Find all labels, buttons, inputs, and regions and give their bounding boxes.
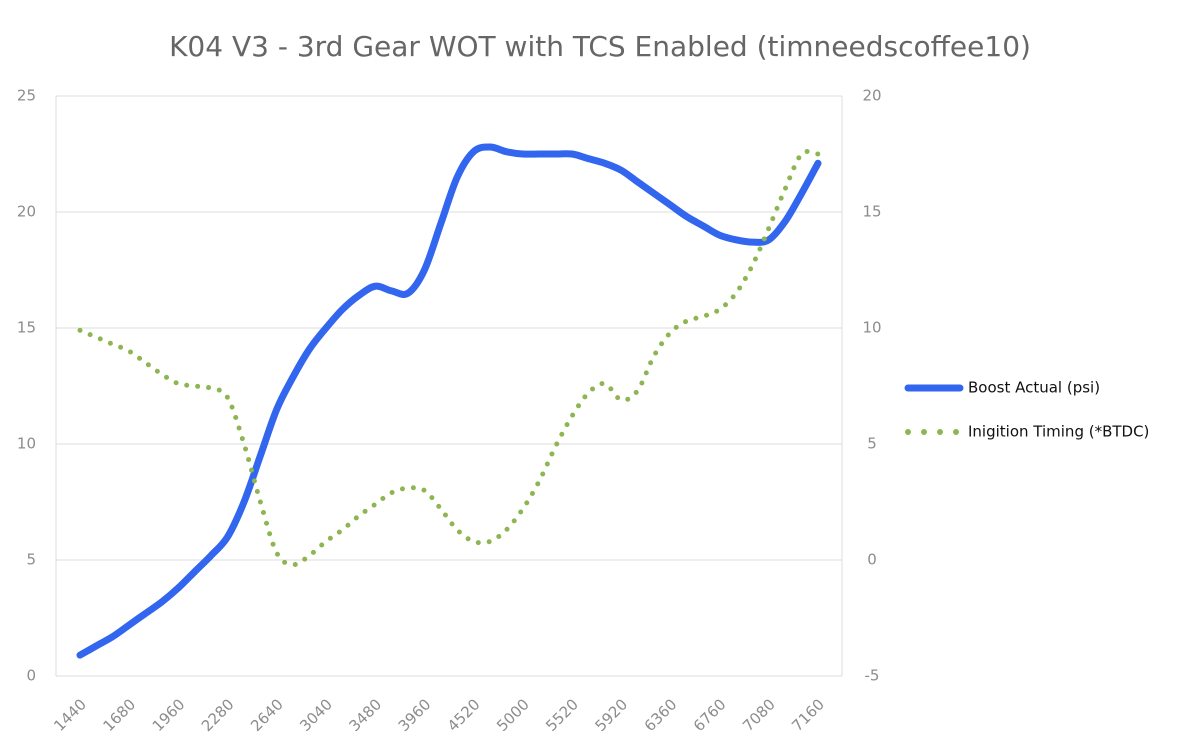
x-tick-label: 7080 <box>739 695 779 735</box>
series-line <box>77 148 821 568</box>
y-tick-label: 10 <box>17 435 36 453</box>
x-tick-label: 1440 <box>50 695 90 735</box>
x-tick-label: 1680 <box>99 695 139 735</box>
x-tick-label: 3480 <box>345 695 385 735</box>
x-tick-label: 5920 <box>591 695 631 735</box>
legend-label: Boost Actual (psi) <box>968 379 1100 397</box>
x-tick-label: 2280 <box>198 695 238 735</box>
x-tick-label: 6760 <box>690 695 730 735</box>
y-tick-label: 5 <box>26 551 36 569</box>
y-tick-label: 25 <box>17 87 36 105</box>
y2-tick-label: 0 <box>867 551 877 569</box>
x-tick-label: 3040 <box>296 695 336 735</box>
x-tick-label: 1960 <box>149 695 189 735</box>
y2-tick-label: 20 <box>862 87 881 105</box>
x-tick-label: 5000 <box>493 695 533 735</box>
x-tick-label: 4520 <box>444 695 484 735</box>
legend-label: Inigition Timing (*BTDC) <box>968 423 1149 441</box>
y2-tick-label: 15 <box>862 203 881 221</box>
y2-tick-label: 10 <box>862 319 881 337</box>
x-tick-label: 6360 <box>641 695 681 735</box>
x-tick-label: 2640 <box>247 695 287 735</box>
x-tick-label: 3960 <box>395 695 435 735</box>
y-tick-label: 15 <box>17 319 36 337</box>
chart-title: K04 V3 - 3rd Gear WOT with TCS Enabled (… <box>169 30 1031 63</box>
y2-tick-label: 5 <box>867 435 877 453</box>
series-line <box>76 143 822 659</box>
x-tick-label: 5520 <box>542 695 582 735</box>
y2-tick-label: -5 <box>865 667 880 685</box>
x-tick-label: 7160 <box>788 695 828 735</box>
y-tick-label: 20 <box>17 203 36 221</box>
y-tick-label: 0 <box>26 667 36 685</box>
